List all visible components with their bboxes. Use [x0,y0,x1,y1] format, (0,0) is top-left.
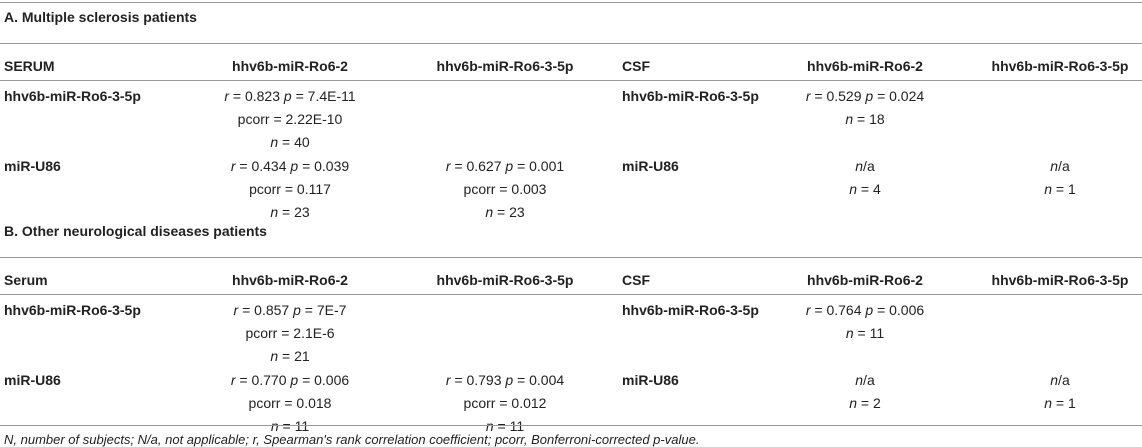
rule [0,257,1142,258]
cell-line: n = 1 [1044,395,1076,411]
cell-line: n/a [1050,158,1070,174]
cell-line: n = 2 [849,395,881,411]
cell-line: n = 1 [1044,181,1076,197]
cell-line: pcorr = 0.018 [248,395,332,411]
column-header: hhv6b-miR-Ro6-2 [807,272,923,288]
column-header: hhv6b-miR-Ro6-3-5p [991,272,1129,288]
row-label: miR-U86 [622,372,679,388]
rule [0,80,1142,81]
cell-line: r = 0.529 p = 0.024 [805,88,925,104]
column-header: Serum [4,272,48,288]
row-label: hhv6b-miR-Ro6-3-5p [622,302,759,318]
row-label: hhv6b-miR-Ro6-3-5p [622,88,759,104]
cell-line: pcorr = 2.22E-10 [237,111,343,127]
cell-line: n = 21 [270,348,310,364]
section-title: B. Other neurological diseases patients [4,223,267,239]
rule [0,294,1142,295]
footnote: N, number of subjects; N/a, not applicab… [4,432,700,447]
cell-line: pcorr = 0.003 [463,181,547,197]
cell-line: n = 11 [485,418,525,434]
cell-line: pcorr = 0.012 [463,395,547,411]
column-header: hhv6b-miR-Ro6-3-5p [436,58,574,74]
column-header: SERUM [4,58,55,74]
cell-line: n = 11 [270,418,310,434]
cell-line: n = 18 [845,111,885,127]
column-header: hhv6b-miR-Ro6-2 [232,272,348,288]
rule [0,43,1142,44]
cell-line: r = 0.434 p = 0.039 [230,158,350,174]
column-header: hhv6b-miR-Ro6-2 [232,58,348,74]
cell-line: r = 0.764 p = 0.006 [805,302,925,318]
cell-line: r = 0.793 p = 0.004 [445,372,565,388]
cell-line: n = 23 [485,204,525,220]
rule [0,425,1142,426]
cell-line: n/a [855,372,875,388]
rule [0,2,1142,3]
cell-line: n = 11 [845,325,885,341]
cell-line: n/a [855,158,875,174]
row-label: hhv6b-miR-Ro6-3-5p [4,302,141,318]
column-header: CSF [622,272,650,288]
cell-line: n = 40 [270,134,310,150]
cell-line: pcorr = 2.1E-6 [245,325,335,341]
cell-line: r = 0.770 p = 0.006 [230,372,350,388]
cell-line: pcorr = 0.117 [249,181,331,197]
column-header: hhv6b-miR-Ro6-3-5p [991,58,1129,74]
column-header: hhv6b-miR-Ro6-3-5p [436,272,574,288]
cell-line: r = 0.857 p = 7E-7 [233,302,347,318]
cell-line: r = 0.627 p = 0.001 [445,158,565,174]
column-header: CSF [622,58,650,74]
row-label: hhv6b-miR-Ro6-3-5p [4,88,141,104]
row-label: miR-U86 [4,158,61,174]
cell-line: r = 0.823 p = 7.4E-11 [224,88,356,104]
column-header: hhv6b-miR-Ro6-2 [807,58,923,74]
cell-line: n = 23 [270,204,310,220]
row-label: miR-U86 [622,158,679,174]
section-title: A. Multiple sclerosis patients [4,9,197,25]
row-label: miR-U86 [4,372,61,388]
cell-line: n = 4 [849,181,881,197]
cell-line: n/a [1050,372,1070,388]
